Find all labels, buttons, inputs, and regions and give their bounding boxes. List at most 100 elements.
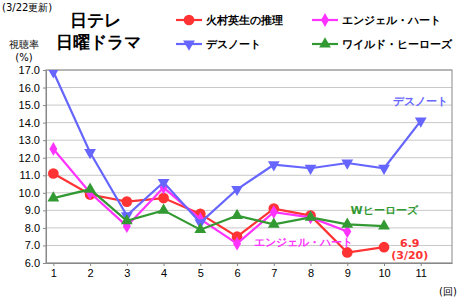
legend-marker (183, 41, 195, 51)
series-line (53, 174, 384, 253)
y-tick: 13.0 (19, 134, 46, 146)
y-tick-label: 17.0 (19, 64, 40, 76)
y-tick: 7.0 (25, 239, 46, 251)
legend-marker (184, 15, 195, 26)
title-line: 日曜ドラマ (56, 32, 141, 52)
x-tick-mark (347, 263, 348, 266)
subtitle: (3/22更新) (2, 2, 52, 13)
series-marker (341, 218, 353, 228)
y-tick: 12.0 (19, 152, 46, 164)
series-marker (49, 142, 57, 156)
x-tick: 11 (416, 263, 427, 279)
grid-line (46, 140, 452, 141)
x-tick: 4 (161, 263, 167, 279)
x-tick-mark (384, 263, 385, 266)
x-tick-mark (127, 263, 128, 266)
chart: (3/22更新)日テレ日曜ドラマ視聴率(%)(回)6.07.08.09.010.… (0, 0, 466, 305)
series-marker (378, 165, 390, 175)
series-marker (47, 191, 59, 201)
series-marker (268, 218, 280, 228)
y-tick: 6.0 (25, 257, 46, 269)
y-tick: 14.0 (19, 117, 46, 129)
y-axis-label-line: 視聴率 (9, 39, 39, 50)
series-marker (268, 161, 280, 171)
annotation: (3/20) (391, 249, 428, 262)
y-tick: 8.0 (25, 222, 46, 234)
series-marker (231, 186, 243, 196)
x-axis-line (47, 263, 453, 264)
plot-frame (46, 70, 452, 263)
annotation: エンジェル・ハート (254, 236, 353, 249)
x-tick-label: 6 (234, 267, 240, 279)
series-marker (378, 219, 390, 229)
x-tick: 5 (198, 263, 204, 279)
y-tick: 9.0 (25, 204, 46, 216)
legend-item: デスノート (176, 38, 261, 51)
y-tick: 11.0 (19, 169, 46, 181)
y-tick-mark (43, 105, 46, 106)
y-axis-label-line: (%) (15, 52, 32, 63)
series-marker (305, 165, 317, 175)
x-axis: 1 2 3 4 5 6 7 8 9 10 11 (47, 263, 453, 279)
series-marker (233, 237, 241, 251)
grid-line (46, 192, 452, 193)
series-marker (158, 204, 170, 214)
x-tick: 1 (51, 263, 57, 279)
series-marker (415, 117, 427, 127)
series-marker (341, 160, 353, 170)
y-axis: 6.0 7.0 8.0 9.0 10.0 11.0 12.0 13.0 14.0 15.0 16.0… (19, 64, 47, 269)
y-tick-mark (43, 158, 46, 159)
x-tick-mark (200, 263, 201, 266)
grid (46, 70, 452, 263)
y-tick-mark (43, 88, 46, 89)
series-marker (231, 209, 243, 219)
x-tick-label: 3 (124, 267, 130, 279)
legend-marker (321, 13, 329, 27)
x-tick-mark (53, 263, 54, 266)
series-marker (47, 70, 59, 79)
x-tick: 8 (308, 263, 314, 279)
y-tick-mark (43, 263, 46, 264)
grid-line (46, 245, 452, 246)
y-tick: 16.0 (19, 82, 46, 94)
y-axis-label: 視聴率 (%) (9, 39, 39, 63)
legend-label: 火村英生の推理 (206, 14, 283, 27)
y-tick-label: 9.0 (25, 204, 40, 216)
y-tick-label: 10.0 (19, 187, 40, 199)
y-tick-label: 16.0 (19, 82, 40, 94)
x-axis-label: (回) (439, 286, 457, 297)
x-tick-label: 10 (378, 267, 390, 279)
y-tick-label: 13.0 (19, 134, 40, 146)
x-tick: 7 (271, 263, 277, 279)
x-tick-mark (274, 263, 275, 266)
series-marker (158, 179, 170, 189)
plot-area (46, 70, 452, 263)
series-marker (379, 242, 390, 253)
x-tick-label: 1 (51, 267, 57, 279)
plot (47, 70, 426, 258)
annotation: Wヒーローズ (350, 204, 418, 217)
x-tick: 3 (124, 263, 130, 279)
x-tick-mark (164, 263, 165, 266)
x-tick: 6 (234, 263, 240, 279)
x-tick: 2 (88, 263, 94, 279)
y-tick-mark (43, 210, 46, 211)
legend-label: ワイルド・ヒーローズ (342, 38, 453, 51)
y-tick-mark (43, 123, 46, 124)
y-tick-mark (43, 193, 46, 194)
series-line (53, 72, 420, 223)
y-tick-mark (43, 175, 46, 176)
x-tick: 9 (345, 263, 351, 279)
y-tick: 15.0 (19, 99, 46, 111)
series-marker (121, 214, 133, 224)
x-tick: 10 (378, 263, 390, 279)
series-marker (84, 183, 96, 193)
x-tick-label: 4 (161, 267, 167, 279)
x-tick-mark (421, 263, 422, 266)
y-tick-label: 7.0 (25, 239, 40, 251)
y-tick-label: 11.0 (19, 169, 40, 181)
x-tick-label: 5 (198, 267, 204, 279)
legend-item: ワイルド・ヒーローズ (312, 37, 453, 51)
x-tick-label: 9 (345, 267, 351, 279)
legend-marker (319, 37, 331, 47)
